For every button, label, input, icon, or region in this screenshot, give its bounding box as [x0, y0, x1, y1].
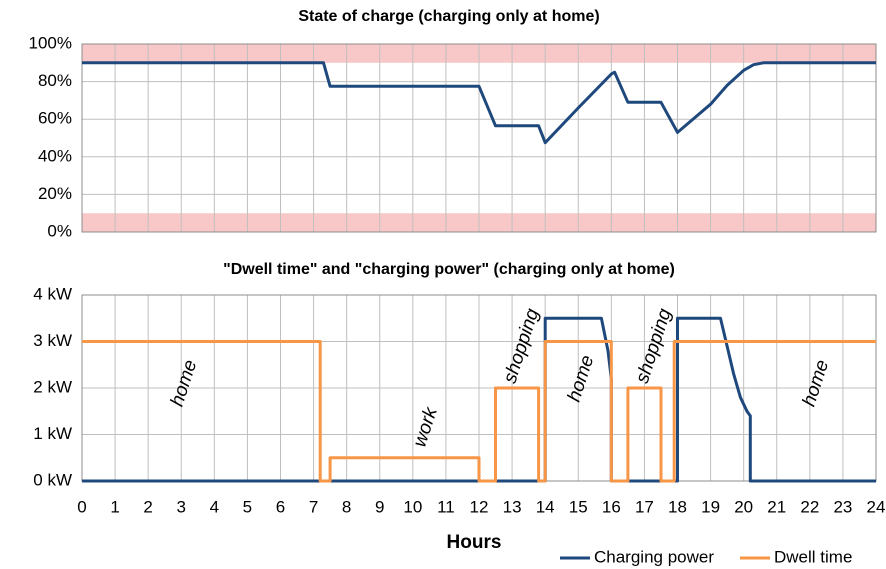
- x-tick-label: 2: [143, 497, 152, 516]
- chart-title: State of charge (charging only at home): [298, 8, 599, 25]
- series-line: [82, 316, 876, 483]
- x-tick-label: 16: [602, 497, 621, 516]
- x-tick-label: 10: [403, 497, 422, 516]
- x-tick-label: 12: [470, 497, 489, 516]
- x-tick-label: 11: [437, 497, 455, 516]
- y-tick-label: 0%: [47, 221, 72, 240]
- y-tick-label: 80%: [38, 71, 72, 90]
- legend-label: Charging power: [594, 547, 714, 566]
- x-tick-label: 1: [110, 497, 119, 516]
- legend-label: Dwell time: [774, 547, 852, 566]
- x-tick-label: 14: [536, 497, 555, 516]
- y-tick-label: 4 kW: [33, 284, 72, 303]
- annotation: home: [799, 357, 834, 409]
- x-axis-label: Hours: [447, 532, 502, 553]
- x-tick-label: 7: [309, 497, 318, 516]
- x-tick-label: 21: [767, 497, 786, 516]
- y-tick-label: 3 kW: [33, 331, 72, 350]
- y-tick-label: 60%: [38, 109, 72, 128]
- x-tick-label: 0: [77, 497, 86, 516]
- annotation: home: [564, 353, 599, 405]
- series-line: [82, 61, 876, 145]
- y-tick-label: 1 kW: [33, 424, 72, 443]
- y-tick-label: 2 kW: [33, 377, 72, 396]
- x-tick-label: 13: [503, 497, 522, 516]
- x-tick-label: 4: [210, 497, 219, 516]
- x-tick-label: 18: [668, 497, 687, 516]
- x-tick-label: 8: [342, 497, 351, 516]
- chart-title: "Dwell time" and "charging power" (charg…: [223, 261, 675, 278]
- x-tick-label: 22: [800, 497, 819, 516]
- y-tick-label: 0 kW: [33, 470, 72, 489]
- x-tick-label: 17: [635, 497, 654, 516]
- x-tick-label: 19: [701, 497, 720, 516]
- y-tick-label: 20%: [38, 184, 72, 203]
- x-tick-label: 20: [734, 497, 753, 516]
- x-tick-label: 3: [177, 497, 186, 516]
- x-tick-label: 9: [375, 497, 384, 516]
- annotation: work: [409, 404, 442, 450]
- annotation: home: [167, 357, 202, 409]
- x-tick-label: 5: [243, 497, 252, 516]
- plot-border: [81, 43, 877, 233]
- annotation: shopping: [632, 306, 676, 386]
- y-tick-label: 100%: [29, 33, 72, 52]
- annotation: shopping: [500, 306, 544, 386]
- x-tick-label: 6: [276, 497, 285, 516]
- y-tick-label: 40%: [38, 146, 72, 165]
- x-tick-label: 23: [833, 497, 852, 516]
- x-tick-label: 24: [867, 497, 886, 516]
- x-tick-label: 15: [569, 497, 588, 516]
- series-line: [82, 340, 876, 483]
